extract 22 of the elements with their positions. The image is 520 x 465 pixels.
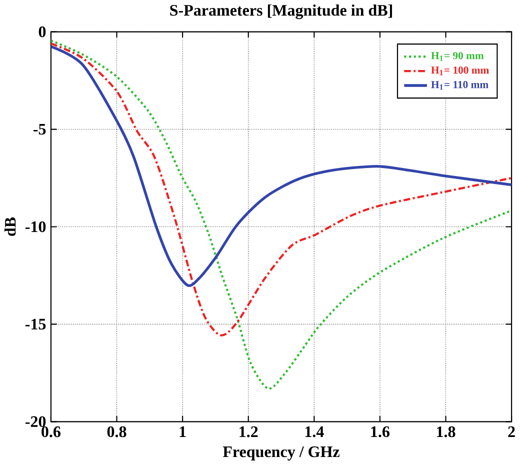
x-tick-label: 1.6	[371, 426, 390, 438]
x-axis-title: Frequency / GHz	[222, 446, 340, 461]
chart-title: S-Parameters [Magnitude in dB]	[170, 4, 392, 20]
line-series	[50, 40, 512, 390]
x-tick-label: 1.2	[240, 426, 258, 438]
x-tick-label: 2	[508, 426, 515, 438]
x-tick-label: 0.8	[107, 426, 126, 438]
y-tick-label: -10	[25, 221, 46, 232]
y-tick-label: -15	[25, 318, 46, 330]
legend-label: H$_{1}$= 100 mm	[431, 66, 489, 76]
x-tick-label: 1.8	[437, 426, 456, 438]
legend-label: H$_{1}$= 110 mm	[431, 80, 488, 90]
y-tick-label: 0	[38, 26, 46, 38]
y-axis-title: dB	[4, 217, 16, 236]
line-series	[50, 45, 512, 287]
line-series	[50, 42, 512, 336]
x-tick-label: 1	[180, 426, 186, 437]
x-tick-label: 0.6	[42, 426, 60, 438]
y-tick-label: -20	[25, 416, 46, 428]
x-tick-label: 1.4	[305, 426, 324, 438]
legend-label: H$_{1}$= 90 mm	[431, 52, 484, 61]
y-tick-label: -5	[33, 124, 46, 135]
